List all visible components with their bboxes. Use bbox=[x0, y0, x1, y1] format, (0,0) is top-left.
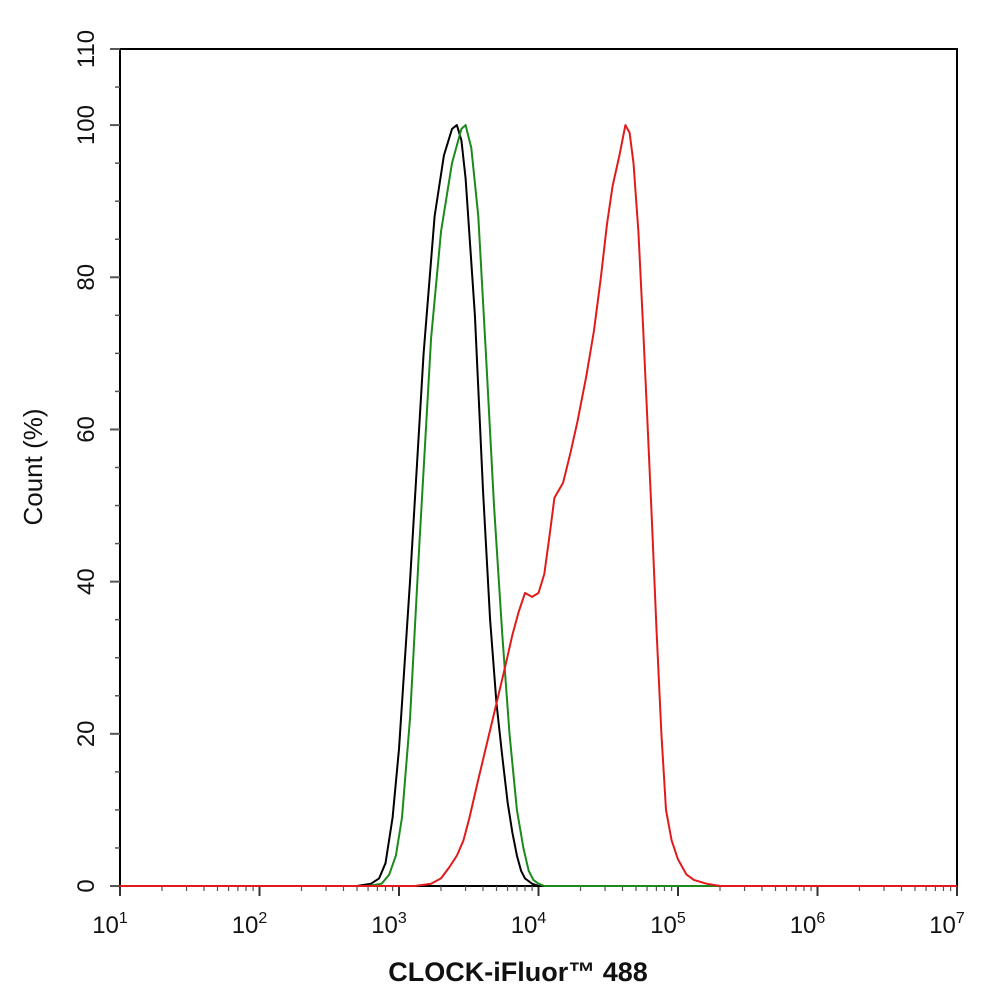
x-tick-base: 10 bbox=[650, 912, 677, 939]
x-tick-exponent: 7 bbox=[956, 910, 965, 927]
series-line-2 bbox=[120, 124, 957, 887]
x-tick-exponent: 2 bbox=[258, 910, 267, 927]
y-tick-label: 40 bbox=[73, 568, 100, 595]
x-tick-exponent: 1 bbox=[119, 910, 128, 927]
x-tick-label: 104 bbox=[511, 910, 547, 939]
y-tick-label: 0 bbox=[73, 879, 100, 892]
x-tick-label: 106 bbox=[790, 910, 826, 939]
x-tick-exponent: 4 bbox=[537, 910, 546, 927]
x-tick-base: 10 bbox=[232, 912, 259, 939]
x-tick-base: 10 bbox=[790, 912, 817, 939]
x-axis-ticks: 101 102 103 104 105 106 107 bbox=[92, 886, 965, 939]
y-tick-label: 60 bbox=[73, 416, 100, 443]
x-tick-label: 105 bbox=[650, 910, 686, 939]
y-tick-label: 100 bbox=[73, 105, 100, 145]
y-tick-label: 20 bbox=[73, 720, 100, 747]
y-tick-label: 110 bbox=[73, 30, 100, 68]
x-tick-base: 10 bbox=[929, 912, 956, 939]
series-layer bbox=[120, 124, 957, 887]
x-tick-base: 10 bbox=[92, 912, 119, 939]
x-tick-base: 10 bbox=[371, 912, 398, 939]
x-tick-exponent: 6 bbox=[816, 910, 825, 927]
y-tick-label: 80 bbox=[73, 264, 100, 291]
x-tick-label: 101 bbox=[92, 910, 128, 939]
x-tick-base: 10 bbox=[511, 912, 538, 939]
x-tick-label: 102 bbox=[232, 910, 268, 939]
plot-frame bbox=[119, 48, 958, 887]
y-axis-ticks: 0 20 40 60 80 100 110 bbox=[73, 30, 120, 893]
series-line-3 bbox=[120, 124, 957, 887]
y-axis-title: Count (%) bbox=[18, 408, 48, 525]
x-tick-label: 103 bbox=[371, 910, 407, 939]
x-tick-exponent: 5 bbox=[677, 910, 686, 927]
x-tick-label: 107 bbox=[929, 910, 965, 939]
series-line-1 bbox=[120, 124, 957, 887]
x-tick-exponent: 3 bbox=[398, 910, 407, 927]
x-axis-title: CLOCK-iFluor™ 488 bbox=[388, 957, 648, 987]
